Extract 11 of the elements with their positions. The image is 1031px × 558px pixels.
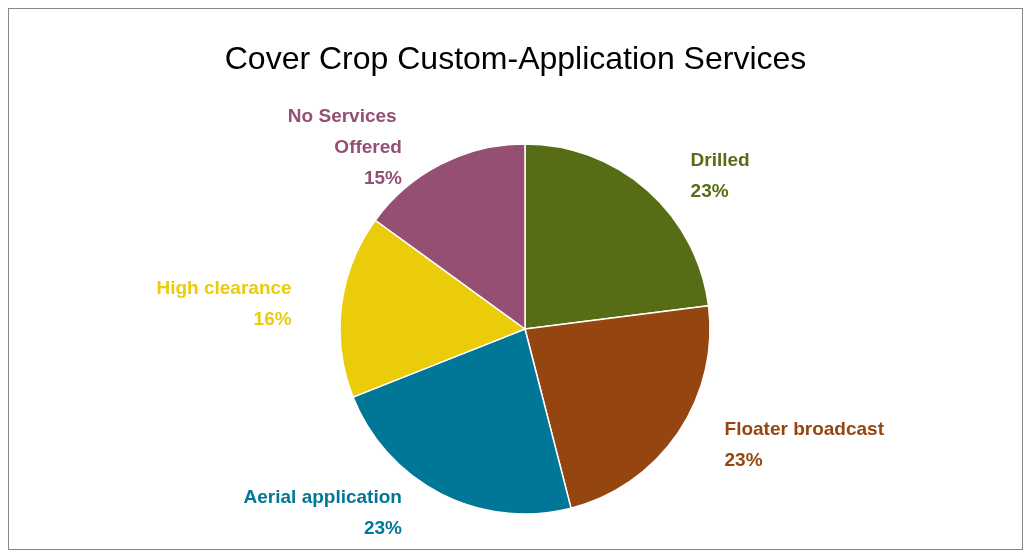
slice-label: Aerial application — [243, 485, 402, 507]
data-label: 23% — [724, 449, 763, 471]
chart-title: Cover Crop Custom-Application Services — [224, 40, 807, 76]
data-label: 23% — [363, 516, 403, 538]
slice-label: Floater broadcast — [724, 418, 885, 440]
slice-label: High clearance — [156, 277, 292, 299]
data-label: 15% — [363, 166, 403, 188]
data-label: 16% — [253, 308, 292, 330]
data-label: 23% — [690, 180, 729, 202]
slice-label: No Services Offered — [287, 104, 402, 157]
slice-label: Drilled — [690, 149, 750, 171]
